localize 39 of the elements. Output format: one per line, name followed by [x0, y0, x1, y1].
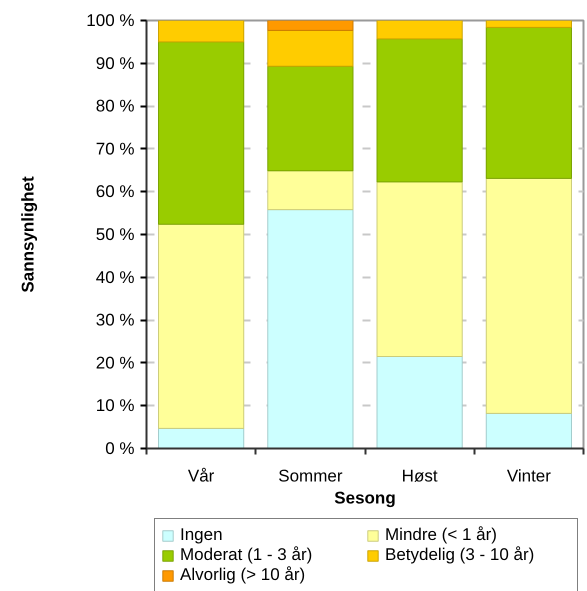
y-tick-label: 80 %	[96, 96, 134, 116]
bar	[158, 20, 244, 42]
y-tick-label: 50 %	[96, 225, 134, 244]
bar	[158, 41, 244, 225]
y-tick-label: 20 %	[96, 353, 134, 372]
bar	[267, 209, 354, 448]
bar	[158, 428, 244, 448]
x-tick-label: Høst	[402, 466, 438, 486]
legend-label: Alvorlig (> 10 år)	[180, 565, 306, 585]
y-tick-label: 40 %	[96, 268, 134, 287]
bar	[486, 20, 572, 28]
bar	[158, 224, 244, 429]
y-tick-label: 0 %	[105, 439, 135, 458]
bar	[486, 412, 572, 448]
y-tick-label: 90 %	[96, 54, 134, 73]
y-tick-label: 100 %	[86, 11, 134, 30]
x-axis-title: Sesong	[334, 488, 396, 508]
y-tick-label: 60 %	[96, 182, 134, 202]
bar	[376, 356, 463, 448]
bar	[376, 20, 463, 40]
bar	[376, 38, 463, 182]
y-tick-label: 70 %	[96, 139, 134, 158]
bar	[486, 178, 572, 414]
legend-label: Betydelig (3 - 10 år)	[385, 545, 536, 565]
x-tick-label: Sommer	[278, 466, 343, 486]
bar	[486, 26, 572, 179]
bar	[376, 181, 463, 357]
y-tick-label: 10 %	[96, 396, 134, 416]
legend-label: Moderat (1 - 3 år)	[180, 545, 314, 565]
x-tick-label: Vinter	[506, 466, 552, 486]
x-tick-label: Vår	[188, 466, 215, 486]
legend-label: Ingen	[180, 525, 224, 545]
bar	[267, 66, 354, 172]
bar	[267, 170, 354, 210]
bar	[267, 20, 354, 31]
legend-label: Mindre (< 1 år)	[385, 525, 498, 545]
bar	[267, 30, 354, 67]
y-axis-title: Sannsynlighet	[18, 176, 38, 293]
y-tick-label: 30 %	[96, 310, 134, 330]
